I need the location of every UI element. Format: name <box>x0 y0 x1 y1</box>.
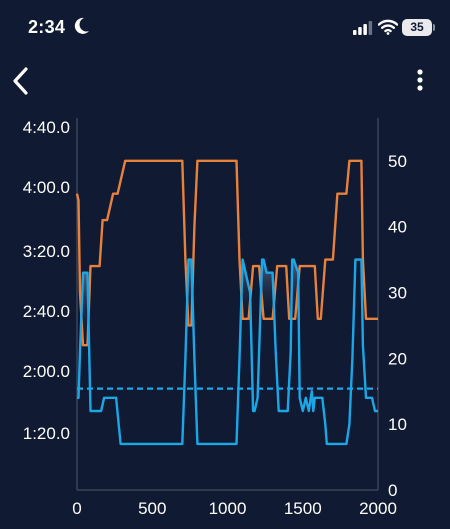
y-right-tick-label: 50 <box>388 152 407 171</box>
wifi-icon <box>378 19 398 35</box>
y-left-tick-label: 1:20.0 <box>23 424 70 443</box>
y-left-tick-label: 4:00.0 <box>23 178 70 197</box>
rate-above-pace-area <box>241 259 251 319</box>
signal-icon <box>353 21 373 35</box>
rate-above-pace-area <box>291 259 299 319</box>
battery-nub <box>433 24 435 31</box>
x-tick-label: 2000 <box>359 499 397 518</box>
rate-above-pace-area <box>261 259 274 319</box>
pace-series-line <box>75 159 378 347</box>
chart-lines <box>75 159 378 446</box>
y-left-tick-label: 3:20.0 <box>23 242 70 261</box>
more-button[interactable] <box>410 66 430 96</box>
chevron-left-icon <box>13 67 28 95</box>
chart-axes <box>76 118 379 491</box>
y-right-tick-label: 20 <box>388 349 407 368</box>
y-right-tick-label: 0 <box>388 481 397 500</box>
back-button[interactable] <box>6 64 36 98</box>
more-vertical-icon <box>417 69 423 91</box>
y-left-tick-label: 2:40.0 <box>23 302 70 321</box>
y-left-tick-label: 2:00.0 <box>23 362 70 381</box>
y-right-tick-label: 40 <box>388 218 407 237</box>
status-time: 2:34 <box>28 17 66 37</box>
y-right-tick-label: 30 <box>388 283 407 302</box>
y-right-tick-label: 10 <box>388 415 407 434</box>
y-left-tick-label: 4:40.0 <box>23 118 70 137</box>
battery-icon: 35 <box>402 19 432 36</box>
pace-rate-chart: 4:40.0 4:00.0 3:20.0 2:40.0 2:00.0 1:20.0 50 40… <box>23 118 407 518</box>
rate-series-line <box>77 258 378 446</box>
moon-icon <box>74 17 89 34</box>
x-tick-label: 1500 <box>284 499 322 518</box>
x-tick-label: 500 <box>138 499 166 518</box>
x-tick-label: 0 <box>72 499 81 518</box>
chart-tick-labels: 4:40.0 4:00.0 3:20.0 2:40.0 2:00.0 1:20.0 50 40… <box>23 118 407 518</box>
x-tick-label: 1000 <box>209 499 247 518</box>
nav-bar <box>0 56 450 106</box>
status-bar: 2:34 35 <box>0 0 450 56</box>
